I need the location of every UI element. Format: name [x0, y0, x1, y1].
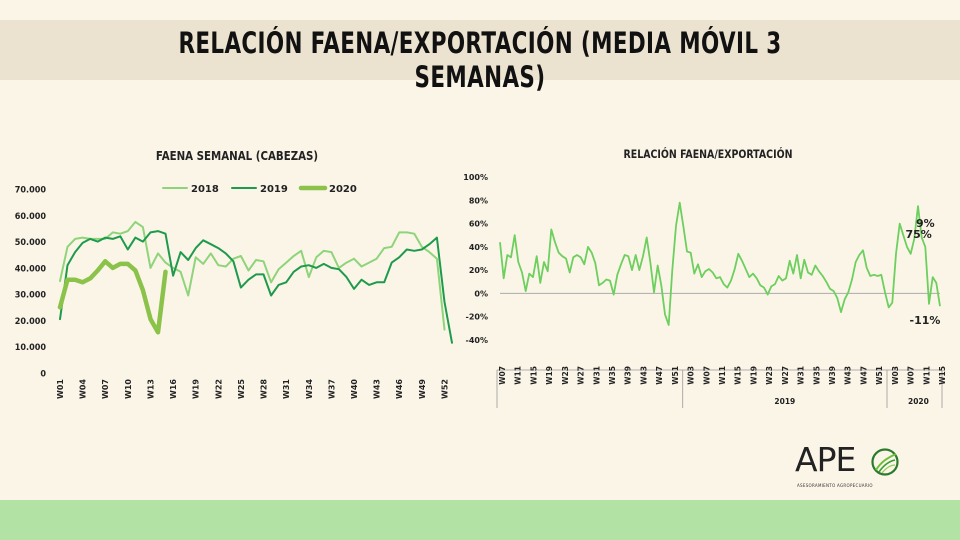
y-tick-label: -20%	[466, 313, 488, 322]
x-tick-label: W43	[373, 379, 382, 399]
x-tick-label: W10	[124, 379, 133, 399]
x-tick-label: W31	[797, 366, 806, 385]
x-tick-label: W15	[734, 366, 743, 385]
leaf-globe-icon	[871, 448, 899, 476]
x-tick-label: W01	[56, 379, 65, 399]
x-tick-label: W11	[718, 366, 727, 385]
x-tick-label: W19	[192, 379, 201, 399]
x-tick-label: W03	[891, 366, 900, 385]
page-title: RELACIÓN FAENA/EXPORTACIÓN (MEDIA MÓVIL …	[178, 26, 782, 94]
x-tick-label: W27	[781, 366, 790, 385]
series-line-2020	[57, 259, 168, 335]
legend-label-2019: 2019	[260, 184, 288, 195]
y-tick-label: 0	[40, 370, 46, 380]
y-tick-label: 40%	[469, 243, 488, 252]
x-tick-label: W39	[828, 366, 837, 385]
x-tick-label: W13	[146, 379, 155, 399]
y-tick-label: 80%	[469, 196, 488, 205]
x-tick-label: W35	[812, 366, 821, 385]
y-tick-label: 100%	[463, 173, 488, 182]
y-tick-label: -40%	[466, 336, 488, 345]
year-group-label: 2019	[774, 397, 795, 406]
y-tick-label: 20%	[469, 266, 488, 275]
x-tick-label: W34	[305, 379, 314, 399]
x-tick-label: W15	[529, 366, 538, 385]
y-tick-label: 10.000	[15, 343, 47, 353]
x-tick-label: W11	[922, 366, 931, 385]
x-tick-label: W22	[214, 379, 223, 399]
x-tick-label: W39	[624, 366, 633, 385]
x-tick-label: W37	[327, 379, 336, 399]
data-label: 9%	[916, 217, 935, 230]
x-tick-label: W07	[702, 366, 711, 385]
title-bar	[0, 20, 960, 80]
x-tick-label: W35	[608, 366, 617, 385]
x-tick-label: W19	[749, 366, 758, 385]
y-tick-label: 0%	[474, 289, 488, 298]
data-label: -11%	[910, 314, 941, 327]
x-tick-label: W47	[859, 366, 868, 385]
y-tick-label: 50.000	[15, 238, 47, 248]
x-tick-label: W23	[561, 366, 570, 385]
x-tick-label: W07	[907, 366, 916, 385]
series-line-2019	[59, 230, 453, 344]
x-tick-label: W43	[639, 366, 648, 385]
x-tick-label: W51	[671, 366, 680, 385]
x-tick-label: W23	[765, 366, 774, 385]
year-group-label: 2020	[908, 397, 929, 406]
y-tick-label: 60%	[469, 220, 488, 229]
legend-label-2018: 2018	[191, 184, 219, 195]
x-tick-label: W51	[875, 366, 884, 385]
series-line-2018	[59, 220, 446, 331]
x-tick-label: W46	[395, 379, 404, 399]
x-tick-label: W31	[282, 379, 291, 399]
y-tick-label: 30.000	[15, 291, 47, 301]
y-tick-label: 60.000	[15, 212, 47, 222]
x-tick-label: W27	[577, 366, 586, 385]
x-tick-label: W15	[938, 366, 947, 385]
x-tick-label: W04	[79, 379, 88, 399]
x-tick-label: W47	[655, 366, 664, 385]
x-tick-label: W07	[498, 366, 507, 385]
legend-label-2020: 2020	[329, 184, 357, 195]
x-tick-label: W31	[592, 366, 601, 385]
chart-title: FAENA SEMANAL (CABEZAS)	[156, 148, 318, 163]
x-tick-label: W16	[169, 379, 178, 399]
logo-subtitle: ASESORAMIENTO AGROPECUARIO	[797, 483, 873, 488]
x-tick-label: W07	[101, 379, 110, 399]
chart-title: RELACIÓN FAENA/EXPORTACIÓN	[624, 147, 793, 161]
x-tick-label: W03	[687, 366, 696, 385]
x-tick-label: W43	[844, 366, 853, 385]
x-tick-label: W52	[440, 379, 449, 399]
series-line-ratio	[499, 201, 941, 326]
x-tick-label: W49	[418, 379, 427, 399]
logo-text: APE	[795, 440, 856, 479]
x-tick-label: W11	[514, 366, 523, 385]
x-tick-label: W28	[260, 379, 269, 399]
data-label: 75%	[905, 228, 931, 241]
x-tick-label: W19	[545, 366, 554, 385]
x-tick-label: W25	[237, 379, 246, 399]
y-tick-label: 40.000	[15, 264, 47, 274]
y-tick-label: 70.000	[15, 186, 47, 196]
y-tick-label: 20.000	[15, 317, 47, 327]
x-tick-label: W40	[350, 379, 359, 399]
footer-bar	[0, 500, 960, 540]
ape-logo: APE ASESORAMIENTO AGROPECUARIO	[795, 440, 915, 492]
